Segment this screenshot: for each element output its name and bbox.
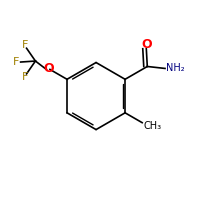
Text: NH₂: NH₂: [166, 63, 185, 73]
Text: O: O: [141, 38, 152, 51]
Text: CH₃: CH₃: [143, 121, 161, 131]
Text: F: F: [22, 72, 28, 82]
Text: F: F: [13, 57, 19, 67]
Text: O: O: [44, 62, 54, 75]
Text: F: F: [22, 40, 28, 50]
